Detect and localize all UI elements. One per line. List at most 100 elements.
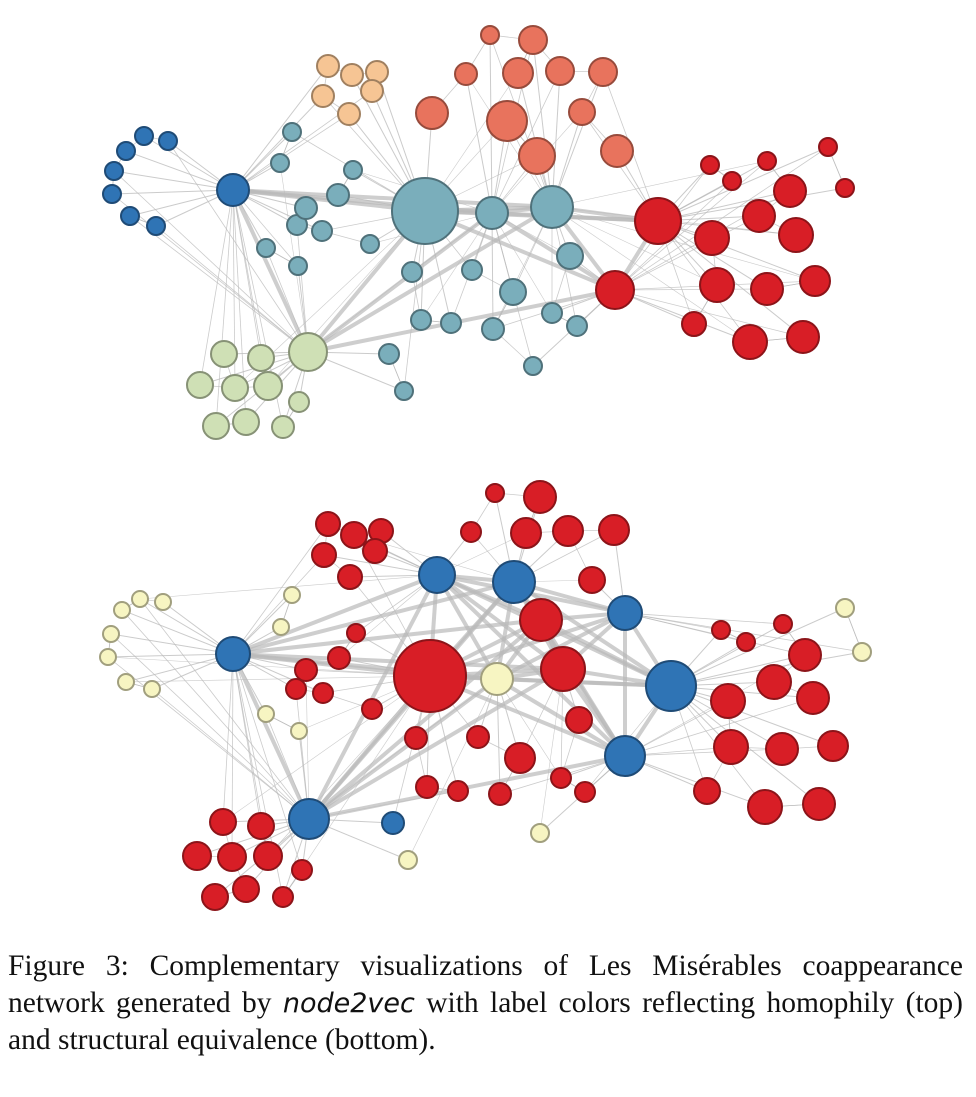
top-edge bbox=[215, 189, 234, 427]
bottom-edge bbox=[338, 574, 438, 659]
top-node-red bbox=[799, 265, 831, 297]
bottom-edge bbox=[151, 688, 310, 820]
top-edge bbox=[614, 146, 829, 291]
top-node-blue bbox=[116, 141, 136, 161]
top-node-teal bbox=[556, 242, 584, 270]
top-node-teal bbox=[410, 309, 432, 331]
bottom-edge bbox=[624, 748, 783, 757]
bottom-edge bbox=[624, 697, 814, 757]
top-edge bbox=[111, 189, 234, 195]
bottom-edge bbox=[121, 609, 310, 820]
top-node-red bbox=[681, 311, 707, 337]
bottom-edge bbox=[110, 633, 310, 820]
caption-suffix: with label colors reflecting homophily (… bbox=[8, 987, 963, 1056]
bottom-node-red bbox=[415, 775, 439, 799]
top-edge bbox=[491, 212, 553, 314]
top-node-orange bbox=[316, 54, 340, 78]
top-node-teal bbox=[481, 317, 505, 341]
top-edge bbox=[420, 212, 493, 321]
top-node-teal bbox=[499, 278, 527, 306]
bottom-edge bbox=[496, 678, 501, 795]
top-node-red bbox=[595, 270, 635, 310]
bottom-node-red bbox=[550, 767, 572, 789]
top-edge bbox=[232, 113, 350, 191]
bottom-node-yellow bbox=[257, 705, 275, 723]
top-node-teal bbox=[401, 261, 423, 283]
bottom-node-yellow bbox=[835, 598, 855, 618]
top-node-teal bbox=[523, 356, 543, 376]
bottom-node-blue bbox=[645, 660, 697, 712]
bottom-node-red bbox=[693, 777, 721, 805]
top-node-salmon bbox=[480, 25, 500, 45]
bottom-node-yellow bbox=[99, 648, 117, 666]
bottom-node-red bbox=[232, 875, 260, 903]
bottom-edge bbox=[282, 675, 431, 898]
bottom-node-red bbox=[510, 517, 542, 549]
bottom-edge bbox=[232, 618, 542, 656]
top-node-teal bbox=[326, 183, 350, 207]
bottom-node-yellow bbox=[113, 601, 131, 619]
bottom-edge bbox=[496, 678, 562, 779]
top-edge bbox=[490, 211, 617, 292]
top-node-salmon bbox=[568, 98, 596, 126]
top-node-teal bbox=[311, 220, 333, 242]
top-edge bbox=[424, 209, 616, 292]
top-node-blue bbox=[216, 173, 250, 207]
bottom-node-red bbox=[217, 842, 247, 872]
top-node-green bbox=[221, 374, 249, 402]
top-edge bbox=[465, 73, 493, 214]
bottom-edge bbox=[232, 554, 325, 655]
bottom-edge bbox=[624, 612, 784, 625]
top-node-green bbox=[288, 391, 310, 413]
bottom-edge bbox=[110, 633, 234, 655]
top-node-blue bbox=[134, 126, 154, 146]
bottom-node-yellow bbox=[272, 618, 290, 636]
top-edge bbox=[551, 206, 718, 286]
top-edge bbox=[614, 289, 751, 343]
top-edge bbox=[614, 288, 768, 291]
bottom-node-red bbox=[765, 732, 799, 766]
bottom-edge bbox=[107, 656, 310, 820]
bottom-node-yellow bbox=[131, 590, 149, 608]
top-edge bbox=[657, 146, 829, 222]
bottom-node-red bbox=[756, 664, 792, 700]
bottom-edge bbox=[107, 656, 431, 677]
bottom-node-red bbox=[747, 789, 783, 825]
bottom-edge bbox=[670, 607, 846, 687]
bottom-node-red bbox=[466, 725, 490, 749]
top-node-salmon bbox=[518, 137, 556, 175]
top-edge bbox=[167, 140, 309, 353]
network-structural-equivalence bbox=[99, 480, 872, 911]
bottom-node-yellow bbox=[143, 680, 161, 698]
top-node-red bbox=[835, 178, 855, 198]
top-node-teal bbox=[461, 259, 483, 281]
top-node-salmon bbox=[518, 25, 548, 55]
top-node-teal bbox=[270, 153, 290, 173]
bottom-node-yellow bbox=[117, 673, 135, 691]
bottom-node-red bbox=[788, 638, 822, 672]
bottom-node-red bbox=[488, 782, 512, 806]
top-node-green bbox=[271, 415, 295, 439]
top-edge bbox=[551, 206, 751, 343]
bottom-edge bbox=[232, 580, 515, 656]
top-node-red bbox=[732, 324, 768, 360]
top-node-blue bbox=[120, 206, 140, 226]
top-node-red bbox=[742, 199, 776, 233]
bottom-edge bbox=[307, 574, 439, 820]
top-node-green bbox=[210, 340, 238, 368]
bottom-node-red bbox=[294, 658, 318, 682]
top-edge bbox=[306, 211, 494, 354]
top-edge bbox=[551, 160, 768, 208]
top-node-teal bbox=[530, 185, 574, 229]
bottom-edge bbox=[107, 653, 234, 658]
caption-prefix: Figure 3: Complementary visualizations o… bbox=[8, 950, 963, 1019]
top-node-salmon bbox=[545, 56, 575, 86]
bottom-node-red bbox=[346, 623, 366, 643]
bottom-node-red bbox=[362, 538, 388, 564]
bottom-edges bbox=[107, 492, 863, 898]
bottom-node-red bbox=[711, 620, 731, 640]
bottom-edge bbox=[495, 677, 627, 758]
bottom-node-red bbox=[552, 515, 584, 547]
bottom-node-yellow bbox=[530, 823, 550, 843]
bottom-edge bbox=[232, 573, 438, 656]
